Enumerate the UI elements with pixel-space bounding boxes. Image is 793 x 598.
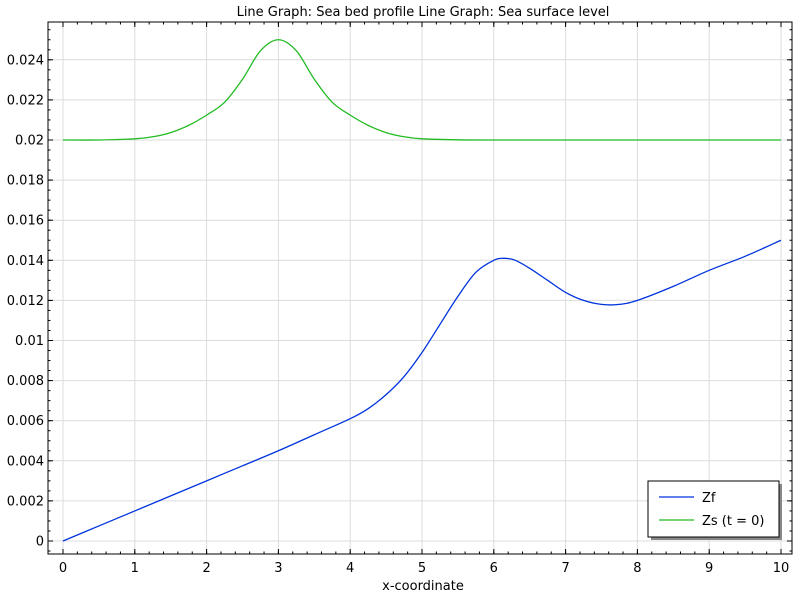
x-tick-label: 0	[59, 561, 67, 576]
y-tick-label: 0.02	[15, 134, 44, 149]
x-tick-label: 1	[131, 561, 139, 576]
grid-lines	[48, 22, 792, 554]
y-tick-label: 0.006	[7, 414, 44, 429]
series-line-zs	[62, 39, 781, 141]
legend-label: Zf	[702, 491, 716, 506]
series-lines	[62, 39, 782, 542]
x-tick-label: 2	[202, 561, 210, 576]
x-tick-label: 8	[633, 561, 641, 576]
x-tick-label: 3	[274, 561, 282, 576]
y-tick-label: 0.002	[7, 494, 44, 509]
legend: Zf Zs (t = 0)	[647, 480, 782, 540]
y-tick-label: 0.014	[7, 254, 44, 269]
axes: 0 1 2 3 4 5 6 7 8 9 10 0 0.002 0.004 0.006 0.008 0.01 0.0…	[7, 22, 792, 576]
x-tick-label: 9	[705, 561, 713, 576]
y-tick-label: 0.008	[7, 374, 44, 389]
legend-box	[647, 480, 780, 538]
series-line-zf	[62, 239, 782, 542]
y-tick-label: 0.016	[7, 214, 44, 229]
y-tick-label: 0.012	[7, 294, 44, 309]
x-tick-label: 6	[490, 561, 498, 576]
legend-label: Zs (t = 0)	[702, 514, 764, 529]
y-tick-label: 0.022	[7, 93, 44, 108]
y-tick-label: 0.024	[7, 53, 44, 68]
x-tick-label: 10	[773, 561, 790, 576]
y-tick-label: 0.018	[7, 174, 44, 189]
y-tick-label: 0.004	[7, 454, 44, 469]
x-tick-label: 4	[346, 561, 354, 576]
plot-area	[47, 21, 793, 555]
x-axis-label: x-coordinate	[382, 579, 464, 594]
y-tick-label: 0	[36, 535, 44, 550]
x-tick-label: 5	[418, 561, 426, 576]
x-tick-label: 7	[561, 561, 569, 576]
chart-title: Line Graph: Sea bed profile Line Graph: …	[237, 5, 610, 20]
y-tick-label: 0.01	[15, 334, 44, 349]
